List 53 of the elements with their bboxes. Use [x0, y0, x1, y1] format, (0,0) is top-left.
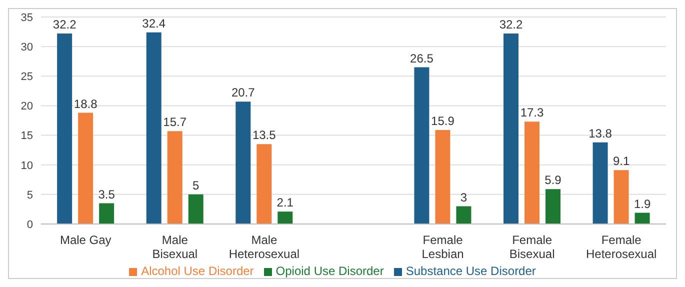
data-label: 13.8	[588, 126, 612, 140]
bar	[99, 203, 114, 224]
data-label: 17.3	[520, 106, 544, 120]
data-label: 2.1	[276, 196, 294, 210]
bar	[614, 170, 629, 224]
y-tick-label: 5	[26, 189, 33, 202]
x-tick-label: Male Heterosexual	[228, 233, 300, 261]
bar	[634, 212, 650, 224]
data-label: 3	[460, 190, 468, 204]
x-tick-label: Female Bisexual	[509, 233, 555, 261]
y-tick-label: 30	[20, 41, 33, 54]
data-label: 13.5	[252, 128, 276, 142]
bar	[78, 112, 94, 224]
data-label: 26.5	[410, 51, 434, 66]
data-label: 20.7	[231, 86, 256, 100]
data-label: 18.8	[74, 96, 98, 111]
legend-label: Opioid Use Disorder	[276, 264, 384, 278]
bar	[146, 32, 162, 224]
data-label: 3.5	[98, 187, 116, 202]
data-label: 15.9	[431, 114, 455, 128]
bar	[435, 130, 450, 224]
legend-label: Substance Use Disorder	[406, 264, 536, 278]
x-tick-label: Male Bisexual	[152, 233, 198, 261]
legend-label: Alcohol Use Disorder	[141, 264, 254, 278]
bar	[456, 206, 472, 224]
y-tick-label: 25	[20, 71, 33, 84]
x-tick-label: Female Heterosexual	[586, 233, 657, 261]
bar	[592, 142, 608, 224]
data-label: 15.7	[163, 115, 187, 130]
data-label: 5.9	[544, 173, 562, 188]
x-tick-label: Male Gay	[60, 233, 112, 247]
bar	[236, 102, 251, 224]
bar	[504, 34, 518, 224]
y-tick-label: 0	[26, 218, 33, 231]
bar	[278, 212, 293, 224]
bar	[188, 194, 204, 224]
data-label: 5	[192, 178, 200, 192]
y-tick-label: 20	[20, 100, 33, 113]
bar	[167, 131, 182, 224]
data-label: 9.1	[612, 154, 630, 168]
data-label: 32.2	[52, 18, 77, 32]
y-tick-label: 10	[20, 160, 33, 172]
bar	[546, 189, 560, 224]
y-tick-label: 35	[20, 12, 33, 24]
bar	[57, 34, 72, 224]
bar	[524, 122, 540, 224]
bar	[414, 67, 430, 224]
x-tick-label: Female Lesbian	[422, 233, 464, 261]
bar	[256, 144, 272, 224]
data-label: 32.2	[499, 18, 523, 32]
data-label: 32.4	[142, 16, 166, 30]
y-tick-label: 15	[20, 130, 33, 142]
data-label: 1.9	[634, 196, 651, 211]
